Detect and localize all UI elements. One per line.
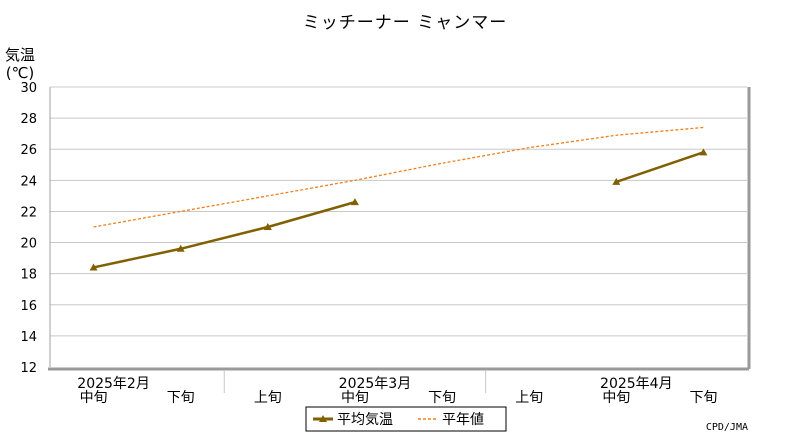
y-tick-label: 20: [20, 237, 37, 252]
y-tick-label: 28: [20, 112, 37, 127]
legend: 平均気温 平年値: [305, 406, 507, 432]
x-tick-label: 下旬: [428, 390, 456, 406]
x-tick-labels: 中旬 下旬 上旬 中旬 下旬 上旬 中旬 下旬 2025年2月 2025年3月 2025年4月: [77, 376, 717, 406]
y-tick-label: 16: [20, 299, 37, 314]
series-line-normal: [93, 126, 704, 228]
y-tick-label: 26: [20, 143, 37, 158]
x-month-label: 2025年4月: [600, 376, 673, 392]
x-tick-label: 中旬: [602, 390, 630, 406]
y-tick-label: 18: [20, 268, 37, 283]
legend-label-mean: 平均気温: [337, 412, 393, 428]
series: [89, 126, 708, 271]
x-tick-label: 中旬: [80, 390, 108, 406]
y-tick-label: 22: [20, 205, 37, 220]
data-point-mean: [263, 223, 272, 230]
data-point-mean: [699, 148, 708, 156]
y-tick-label: 30: [20, 81, 37, 96]
y-axis-label: 気温: [5, 46, 35, 64]
series-line-mean: [93, 200, 356, 269]
y-tick-label: 12: [20, 361, 37, 376]
y-tick-labels: 12 14 16 18 20 22 24 26 28 30: [20, 81, 37, 376]
legend-label-normal: 平年値: [442, 412, 484, 428]
x-tick-label: 上旬: [515, 390, 543, 406]
chart-title: ミッチーナー ミャンマー: [303, 13, 507, 33]
plot-frame: [48, 86, 751, 393]
data-point-mean: [350, 198, 359, 206]
series-line-mean: [615, 151, 704, 184]
data-point-mean: [612, 177, 621, 185]
legend-marker-mean: [319, 415, 327, 422]
credit: CPD/JMA: [706, 422, 748, 433]
y-tick-label: 24: [20, 174, 37, 189]
y-axis-unit: (℃): [6, 64, 35, 82]
x-tick-label: 中旬: [341, 390, 369, 406]
x-tick-label: 下旬: [689, 390, 717, 406]
x-tick-label: 下旬: [167, 390, 195, 406]
data-point-mean: [176, 244, 185, 252]
data-point-mean: [89, 263, 98, 271]
x-tick-label: 上旬: [254, 390, 282, 406]
x-month-label: 2025年3月: [339, 376, 412, 392]
grid-lines: [50, 86, 747, 337]
legend-box: [305, 406, 507, 432]
y-tick-label: 14: [20, 330, 37, 345]
x-month-label: 2025年2月: [77, 376, 150, 392]
